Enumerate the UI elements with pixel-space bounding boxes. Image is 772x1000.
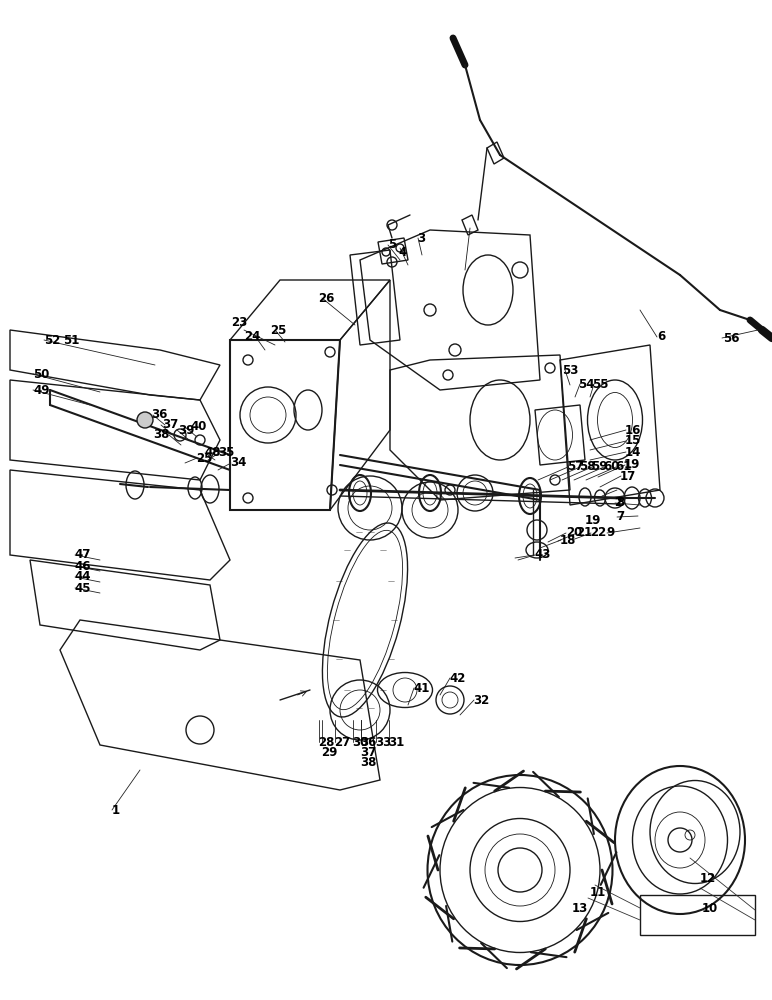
Text: 6: 6 xyxy=(657,330,665,342)
Text: 55: 55 xyxy=(592,377,608,390)
Text: 15: 15 xyxy=(625,434,642,448)
Text: 9: 9 xyxy=(606,526,615,540)
Text: 37: 37 xyxy=(360,746,376,760)
Text: 47: 47 xyxy=(74,548,90,562)
Text: 51: 51 xyxy=(63,334,80,347)
Text: 16: 16 xyxy=(625,424,642,436)
Text: 53: 53 xyxy=(562,363,578,376)
Text: 20: 20 xyxy=(566,526,582,540)
Text: 49: 49 xyxy=(33,383,49,396)
Text: 58: 58 xyxy=(579,460,595,474)
Text: 11: 11 xyxy=(590,886,606,900)
Text: 22: 22 xyxy=(590,526,606,540)
Text: 57: 57 xyxy=(567,460,584,474)
Text: 26: 26 xyxy=(318,292,334,304)
Text: 14: 14 xyxy=(625,446,642,458)
Text: 36: 36 xyxy=(360,736,377,748)
Text: 8: 8 xyxy=(616,496,625,510)
Text: 28: 28 xyxy=(318,736,334,748)
Text: 23: 23 xyxy=(231,316,247,330)
Text: 25: 25 xyxy=(270,324,286,336)
Text: 7: 7 xyxy=(616,510,624,524)
Text: 27: 27 xyxy=(334,736,350,748)
Text: 40: 40 xyxy=(190,420,206,434)
Text: 18: 18 xyxy=(560,534,577,546)
Text: 36: 36 xyxy=(151,408,168,422)
Text: 50: 50 xyxy=(33,367,49,380)
Text: 39: 39 xyxy=(178,424,195,436)
Text: 56: 56 xyxy=(723,332,740,344)
Text: 59: 59 xyxy=(591,460,608,474)
Text: 13: 13 xyxy=(572,902,588,914)
Text: 29: 29 xyxy=(321,746,337,760)
Text: 34: 34 xyxy=(230,456,246,470)
Text: 43: 43 xyxy=(534,548,550,562)
Text: 61: 61 xyxy=(615,460,631,474)
Text: 32: 32 xyxy=(473,694,489,706)
Text: 52: 52 xyxy=(44,334,60,347)
Text: 10: 10 xyxy=(702,902,718,914)
Text: 30: 30 xyxy=(352,736,368,748)
Text: 21: 21 xyxy=(576,526,592,540)
Text: 5: 5 xyxy=(388,238,396,251)
Text: 4: 4 xyxy=(398,246,406,259)
Text: 31: 31 xyxy=(388,736,405,748)
Text: 35: 35 xyxy=(218,446,235,460)
Text: 46: 46 xyxy=(74,560,90,572)
Text: 25: 25 xyxy=(196,452,212,464)
Text: 44: 44 xyxy=(74,570,90,584)
Text: 1: 1 xyxy=(112,804,120,816)
Text: 54: 54 xyxy=(578,377,594,390)
Text: 45: 45 xyxy=(74,582,90,594)
Circle shape xyxy=(137,412,153,428)
Text: 37: 37 xyxy=(162,418,178,432)
Text: 42: 42 xyxy=(449,672,466,684)
Text: 33: 33 xyxy=(375,736,391,748)
Text: 19: 19 xyxy=(585,514,601,526)
Text: 38: 38 xyxy=(360,756,377,768)
Text: 2: 2 xyxy=(614,496,622,510)
Text: 38: 38 xyxy=(153,428,169,442)
Text: 12: 12 xyxy=(700,871,716,884)
Text: 24: 24 xyxy=(244,330,260,342)
Text: 48: 48 xyxy=(204,446,221,460)
Text: 60: 60 xyxy=(603,460,619,474)
Text: 3: 3 xyxy=(417,232,425,244)
Text: 19: 19 xyxy=(624,458,641,472)
Text: 17: 17 xyxy=(620,470,636,483)
Text: 41: 41 xyxy=(413,682,429,694)
